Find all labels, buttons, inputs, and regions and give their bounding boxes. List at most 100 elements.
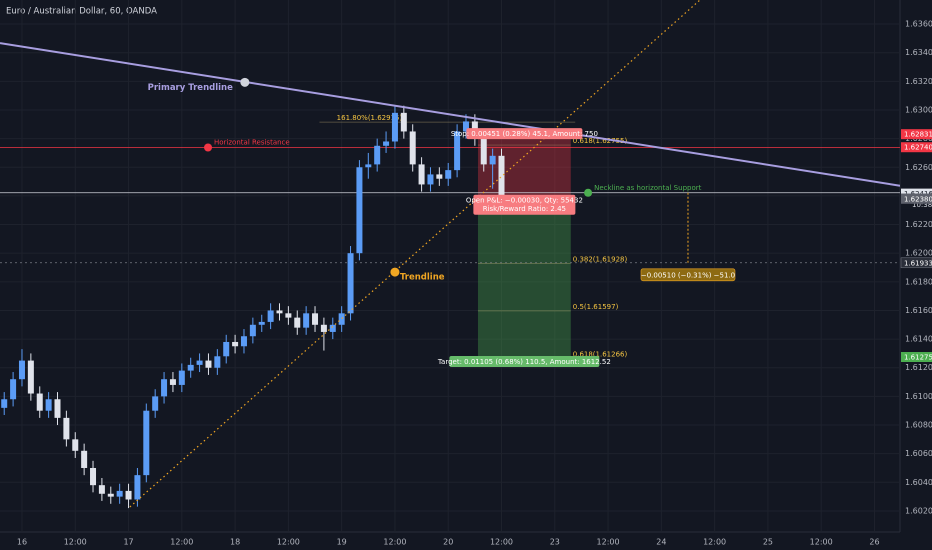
y-tick-label: 1.62000 [905, 249, 932, 258]
candle-body [240, 336, 247, 347]
candle-body [454, 131, 461, 171]
candle-body [276, 310, 283, 314]
pnl-box [473, 194, 576, 215]
y-tick-label: 1.61000 [905, 392, 932, 401]
y-tick-label: 1.60400 [905, 478, 932, 487]
candle-body [161, 379, 168, 397]
price-tag-label: 1.62831 [904, 131, 932, 139]
trendline [129, 0, 701, 508]
candle-body [267, 310, 274, 322]
candle-body [125, 490, 132, 500]
candle-body [489, 155, 496, 165]
y-tick-label: 1.61600 [905, 306, 932, 315]
candle-body [320, 324, 327, 332]
candle-body [169, 379, 176, 385]
y-tick-label: 1.63400 [905, 48, 932, 57]
x-tick-label: 25 [763, 538, 773, 547]
level-label: Horizontal Resistance [214, 138, 290, 146]
y-tick-label: 1.61400 [905, 335, 932, 344]
candle-body [365, 164, 372, 168]
candle-body [18, 360, 25, 380]
candle-body [152, 396, 159, 411]
candle-body [338, 313, 345, 325]
candle-body [480, 138, 487, 165]
candle-body [98, 485, 105, 494]
x-tick-label: 12:00 [490, 538, 513, 547]
y-tick-label: 1.61200 [905, 363, 932, 372]
x-tick-label: 12:00 [64, 538, 87, 547]
y-tick-label: 1.63200 [905, 77, 932, 86]
candle-body [81, 450, 88, 468]
stop-zone [477, 134, 571, 199]
x-tick-label: 24 [656, 538, 666, 547]
candle-body [178, 370, 185, 385]
y-tick-label: 1.61800 [905, 277, 932, 286]
x-tick-label: 12:00 [810, 538, 833, 547]
target-zone [477, 198, 571, 358]
target-label-box [449, 356, 600, 368]
x-tick-label: 12:00 [383, 538, 406, 547]
countdown: 10:38 [912, 201, 932, 209]
countdown-box [901, 199, 932, 210]
x-tick-label: 19 [337, 538, 347, 547]
x-tick-label: 17 [123, 538, 133, 547]
level-handle [204, 143, 213, 152]
candle-body [391, 112, 398, 142]
trendline-label: Primary Trendline [148, 83, 233, 93]
fib-label: 0.5(1.61597) [573, 303, 619, 311]
candle-body [1, 399, 8, 408]
fib-label: 0.382(1.61928) [573, 255, 628, 263]
candle-body [116, 490, 123, 497]
price-tag-label: 1.62380 [904, 195, 932, 203]
ratio-label: Risk/Reward Ratio: 2.45 [483, 205, 566, 213]
x-tick-label: 23 [550, 538, 560, 547]
y-tick-label: 1.63600 [905, 20, 932, 29]
fib-label: 0.618(1.61266) [573, 350, 628, 358]
candle-body [258, 321, 265, 325]
x-tick-label: 12:00 [597, 538, 620, 547]
candle-body [374, 145, 381, 165]
trendline [0, 42, 900, 187]
level-label: Neckline as horizontal Support [594, 184, 702, 192]
candle-body [294, 317, 301, 328]
chart-title: Euro / Australian Dollar, 60, OANDA [6, 7, 157, 17]
x-tick-label: 12:00 [170, 538, 193, 547]
y-tick-label: 1.60200 [905, 506, 932, 515]
price-tag [900, 257, 932, 269]
candle-body [223, 341, 230, 357]
x-tick-label: 26 [869, 538, 879, 547]
candle-body [312, 313, 319, 325]
pnl-label: Open P&L: −0.00030, Qty: 55432 [466, 196, 583, 204]
stop-label-box [466, 128, 583, 140]
y-tick-label: 1.62200 [905, 220, 932, 229]
candle-body [72, 439, 79, 451]
candle-body [427, 174, 434, 185]
candle-body [205, 360, 212, 368]
candle-body [409, 131, 416, 165]
price-tag-label: 1.62740 [904, 144, 932, 152]
measure-label: −0.00510 (−0.31%) −51.0 [641, 271, 735, 279]
x-tick-label: 16 [17, 538, 27, 547]
candle-body [143, 410, 150, 476]
fib-label: 0.618(1.62755) [573, 137, 628, 145]
candle-body [436, 174, 443, 179]
plot-area: 161.80%(1.62915) 0.618(1.62755) 0.382(1.61… [0, 0, 900, 532]
x-tick-label: 20 [443, 538, 453, 547]
candle-body [418, 164, 425, 185]
candle-body [383, 141, 390, 146]
candle-body [285, 313, 292, 318]
candle-body [10, 379, 17, 400]
trendline-handle [390, 267, 400, 277]
price-tag [901, 193, 932, 204]
x-tick-label: 12:00 [703, 538, 726, 547]
level-handle [584, 188, 593, 197]
price-tag-label: 1.61933 [904, 259, 932, 267]
price-tag [901, 129, 932, 140]
price-tag [901, 142, 932, 153]
x-tick-label: 12:00 [277, 538, 300, 547]
candle-body [45, 399, 52, 411]
candle-body [36, 393, 43, 411]
y-tick-label: 1.60800 [905, 421, 932, 430]
trendline-label: Trendline [400, 273, 445, 283]
